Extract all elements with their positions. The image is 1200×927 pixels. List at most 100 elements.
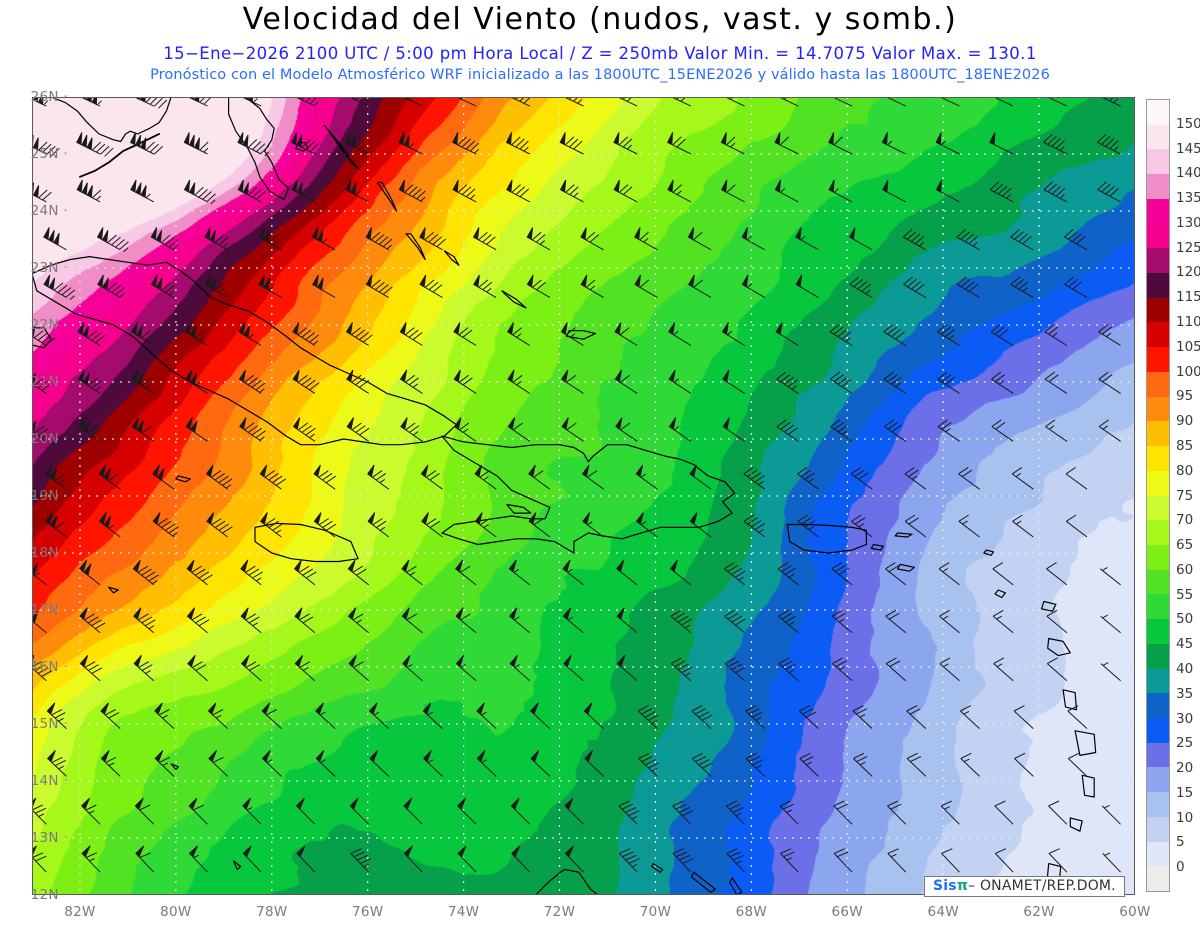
wind-barb [401, 97, 423, 107]
colorbar-swatch-3 [1147, 792, 1169, 817]
wind-barb [689, 464, 712, 490]
wind-barb [509, 607, 531, 634]
wind-barb [795, 274, 819, 299]
coastline-st-kitts [994, 589, 1007, 599]
colorbar-swatch-31 [1147, 100, 1169, 125]
wind-barb [134, 797, 155, 825]
wind-barb [938, 562, 960, 586]
wind-barb [776, 419, 799, 442]
wind-barb [453, 417, 477, 442]
wind-barb [1101, 804, 1121, 825]
coastline-antigua [1040, 600, 1057, 612]
wind-barb [990, 324, 1014, 346]
wind-barb [133, 654, 155, 682]
wind-barb [779, 800, 799, 825]
wind-barb [421, 512, 443, 538]
wind-barb [960, 705, 980, 729]
wind-barb [81, 845, 101, 873]
colorbar-label-25: 25 [1176, 735, 1194, 752]
wind-barb [32, 420, 49, 442]
wind-barb [401, 607, 423, 634]
colorbar [1146, 99, 1170, 892]
wind-barb [638, 752, 660, 777]
wind-barb [939, 657, 960, 682]
wind-barb [691, 752, 713, 777]
wind-barb [186, 607, 210, 634]
credit-org: – ONAMET/REP.DOM. [968, 878, 1116, 894]
wind-barb [346, 417, 370, 442]
colorbar-swatch-21 [1147, 347, 1169, 372]
wind-barb [135, 845, 155, 873]
wind-barb [564, 845, 584, 873]
x-axis-tick-60W: 60W [1119, 904, 1151, 920]
colorbar-swatch-14 [1147, 520, 1169, 545]
wind-barb [291, 179, 316, 203]
wind-speed-map [32, 97, 1135, 895]
wind-barb [723, 562, 746, 586]
colorbar-swatch-11 [1147, 594, 1169, 620]
wind-barb [294, 654, 316, 682]
wind-barb [293, 559, 317, 586]
wind-barb [131, 369, 155, 394]
wind-barb [152, 512, 179, 538]
wind-barb [204, 274, 228, 299]
wind-barb [884, 419, 907, 442]
wind-barb [77, 322, 106, 346]
wind-barb [185, 417, 208, 442]
wind-barb [939, 609, 960, 634]
wind-barb [881, 132, 907, 155]
wind-barb [741, 274, 766, 299]
wind-barb [668, 417, 692, 442]
wind-barb [848, 227, 873, 251]
y-axis-tick-16N: 16N · [30, 659, 68, 675]
wind-barb [1048, 800, 1068, 825]
wind-barb [32, 182, 52, 203]
coastline-rum-cay [443, 250, 460, 266]
wind-barb [507, 369, 531, 394]
wind-barb [1045, 419, 1068, 442]
wind-barb [1013, 705, 1034, 729]
wind-barb [580, 274, 604, 299]
colorbar-label-45: 45 [1176, 636, 1194, 653]
wind-barb [528, 464, 551, 490]
wind-barb [474, 512, 497, 538]
wind-barb [741, 227, 766, 251]
wind-barb [851, 514, 873, 538]
wind-barb [452, 132, 480, 155]
wind-barb [474, 464, 497, 490]
coastline-providencia [232, 860, 242, 870]
wind-barb [634, 274, 658, 299]
wind-barb [76, 179, 102, 203]
colorbar-label-50: 50 [1176, 611, 1194, 628]
wind-barb [237, 132, 270, 157]
wind-barb [261, 702, 282, 729]
wind-barb [635, 464, 658, 490]
wind-barb [472, 227, 497, 251]
wind-barb [616, 559, 638, 586]
wind-barb [778, 657, 799, 682]
subtitle-line-1: 15−Ene−2026 2100 UTC / 5:00 pm Hora Loca… [163, 44, 1037, 63]
colorbar-swatch-12 [1147, 569, 1169, 595]
wind-barb [237, 179, 266, 203]
y-axis-tick-23N: 23N · [30, 260, 68, 276]
wind-barb [242, 797, 262, 825]
wind-barb [79, 97, 102, 107]
coastline-curacao [690, 871, 716, 893]
colorbar-swatch-15 [1147, 495, 1169, 521]
wind-barb [45, 512, 67, 538]
map-overlay [32, 97, 1135, 895]
wind-barb [79, 654, 103, 682]
wind-barb [419, 227, 447, 251]
wind-barb [882, 179, 907, 203]
wind-barb [956, 276, 980, 299]
wind-barb [150, 227, 179, 251]
wind-barb [455, 654, 477, 682]
colorbar-swatch-7 [1147, 693, 1169, 718]
wind-barb [721, 179, 745, 203]
colorbar-label-125: 125 [1176, 239, 1200, 256]
colorbar-label-110: 110 [1176, 314, 1200, 331]
wind-barb [100, 750, 121, 777]
wind-barb [561, 369, 584, 394]
wind-barb [369, 750, 390, 777]
wind-barb [797, 514, 819, 538]
